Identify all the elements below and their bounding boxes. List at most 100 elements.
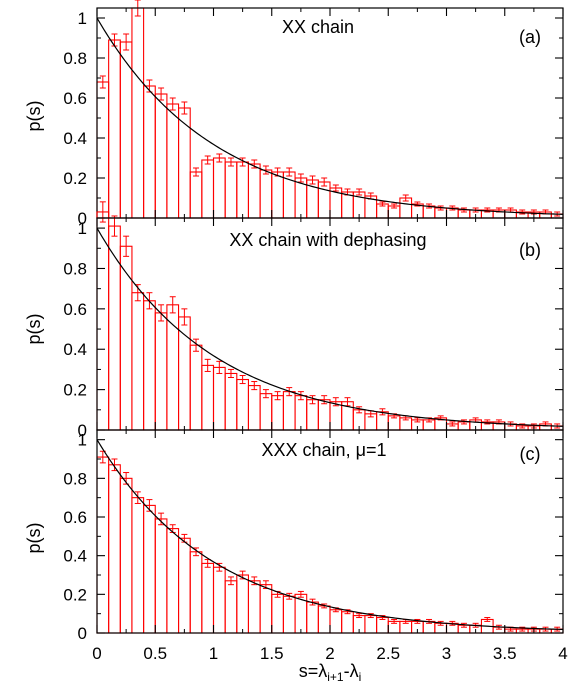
bar [201, 159, 215, 219]
bar [201, 562, 215, 634]
panel-a-title: XX chain [282, 17, 354, 37]
error-bar [239, 374, 246, 385]
bar [317, 605, 331, 634]
bar [271, 171, 284, 219]
bar [236, 161, 250, 219]
error-bar [193, 338, 200, 352]
bar [189, 551, 203, 634]
y-tick-label: 0.8 [63, 259, 87, 278]
error-bar [321, 395, 328, 405]
panel-a-label: (a) [519, 27, 541, 47]
error-bar [193, 547, 200, 557]
bar [166, 304, 180, 431]
error-bar [402, 194, 409, 202]
bar [271, 395, 284, 431]
error-bar [99, 201, 106, 223]
bar [236, 378, 250, 431]
panel-b-exp-curve [96, 227, 564, 427]
error-bar [379, 201, 386, 207]
y-tick-label: 0 [78, 624, 87, 643]
bar [108, 39, 121, 219]
y-tick-label: 1 [78, 219, 87, 238]
panel-b-axes: 0 0.2 0.4 0.6 0.8 1 [63, 217, 564, 440]
error-bar [123, 33, 130, 51]
bar [131, 292, 145, 431]
error-bar [251, 381, 258, 391]
bar [224, 161, 238, 219]
error-bar [379, 408, 386, 416]
bar [282, 391, 296, 431]
bar [119, 245, 133, 431]
bar [282, 595, 296, 634]
y-tick-label: 0.6 [63, 508, 87, 527]
error-bar [181, 308, 188, 326]
error-bar [181, 101, 188, 115]
bar [154, 312, 168, 431]
y-tick-label: 0.4 [63, 547, 87, 566]
panel-b-ylabel: p(s) [24, 314, 44, 345]
bar [341, 611, 354, 634]
panel-c: 0 0.2 0.4 0.6 0.8 1 p(s) XXX chain, μ=1 (c) 0… [24, 429, 568, 684]
bar [282, 171, 296, 219]
bar [306, 601, 319, 634]
bar [189, 344, 203, 431]
bar [247, 580, 261, 634]
bar [108, 464, 121, 634]
error-bar [262, 389, 269, 399]
bar [224, 580, 238, 634]
bar [96, 456, 110, 634]
panel-c-ylabel: p(s) [24, 523, 44, 554]
x-tick-label: 0 [92, 644, 101, 663]
error-bar [123, 235, 130, 257]
bar [259, 393, 273, 431]
x-tick-label: 2 [325, 644, 334, 663]
error-bar [227, 368, 234, 379]
bar [166, 103, 180, 219]
error-bar [204, 155, 211, 165]
error-bar [309, 175, 316, 185]
panel-b-label: (b) [519, 240, 541, 260]
error-bar [239, 157, 246, 167]
x-tick-labels: 0 0.5 1 1.5 2 2.5 3 3.5 4 [92, 644, 567, 663]
bar [317, 181, 331, 219]
panel-c-exp-curve [96, 439, 564, 631]
y-tick-label: 0.4 [63, 340, 87, 359]
y-tick-label: 0.8 [63, 49, 87, 68]
error-bar [286, 167, 293, 177]
y-tick-label: 1 [78, 431, 87, 450]
error-bar [274, 391, 281, 401]
bar [212, 366, 226, 431]
bar [143, 300, 156, 431]
bar [247, 385, 261, 431]
bar [131, 7, 145, 219]
error-bar [193, 167, 200, 177]
bar [178, 537, 191, 634]
x-tick-label: 3.5 [493, 644, 517, 663]
y-tick-label: 0 [78, 421, 87, 440]
bar [364, 615, 378, 634]
error-bar [111, 458, 118, 472]
x-tick-label: 3 [442, 644, 451, 663]
panel-b-title: XX chain with dephasing [229, 230, 426, 250]
error-bar [158, 512, 165, 526]
bar [306, 399, 319, 431]
error-bar [262, 165, 269, 175]
bar [259, 169, 273, 219]
error-bar [227, 157, 234, 167]
bar [294, 395, 308, 431]
error-bar [169, 97, 176, 111]
y-tick-label: 0.4 [63, 129, 87, 148]
bar [143, 504, 156, 634]
bar [178, 107, 191, 219]
panel-a: 0 0.2 0.4 0.6 0.8 1 p(s) XX chain (a) [24, 0, 564, 228]
error-bar [484, 617, 491, 622]
bar [189, 171, 203, 219]
y-tick-label: 0.8 [63, 469, 87, 488]
error-bar [356, 188, 363, 196]
error-bar [204, 358, 211, 372]
error-bar [391, 203, 398, 209]
error-bar [111, 215, 118, 237]
panel-b: 0 0.2 0.4 0.6 0.8 1 p(s) XX chain with dephas… [24, 201, 564, 440]
bar [271, 593, 284, 634]
